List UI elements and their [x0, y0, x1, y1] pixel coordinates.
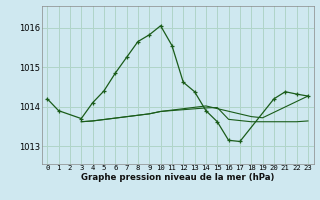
X-axis label: Graphe pression niveau de la mer (hPa): Graphe pression niveau de la mer (hPa)	[81, 173, 274, 182]
